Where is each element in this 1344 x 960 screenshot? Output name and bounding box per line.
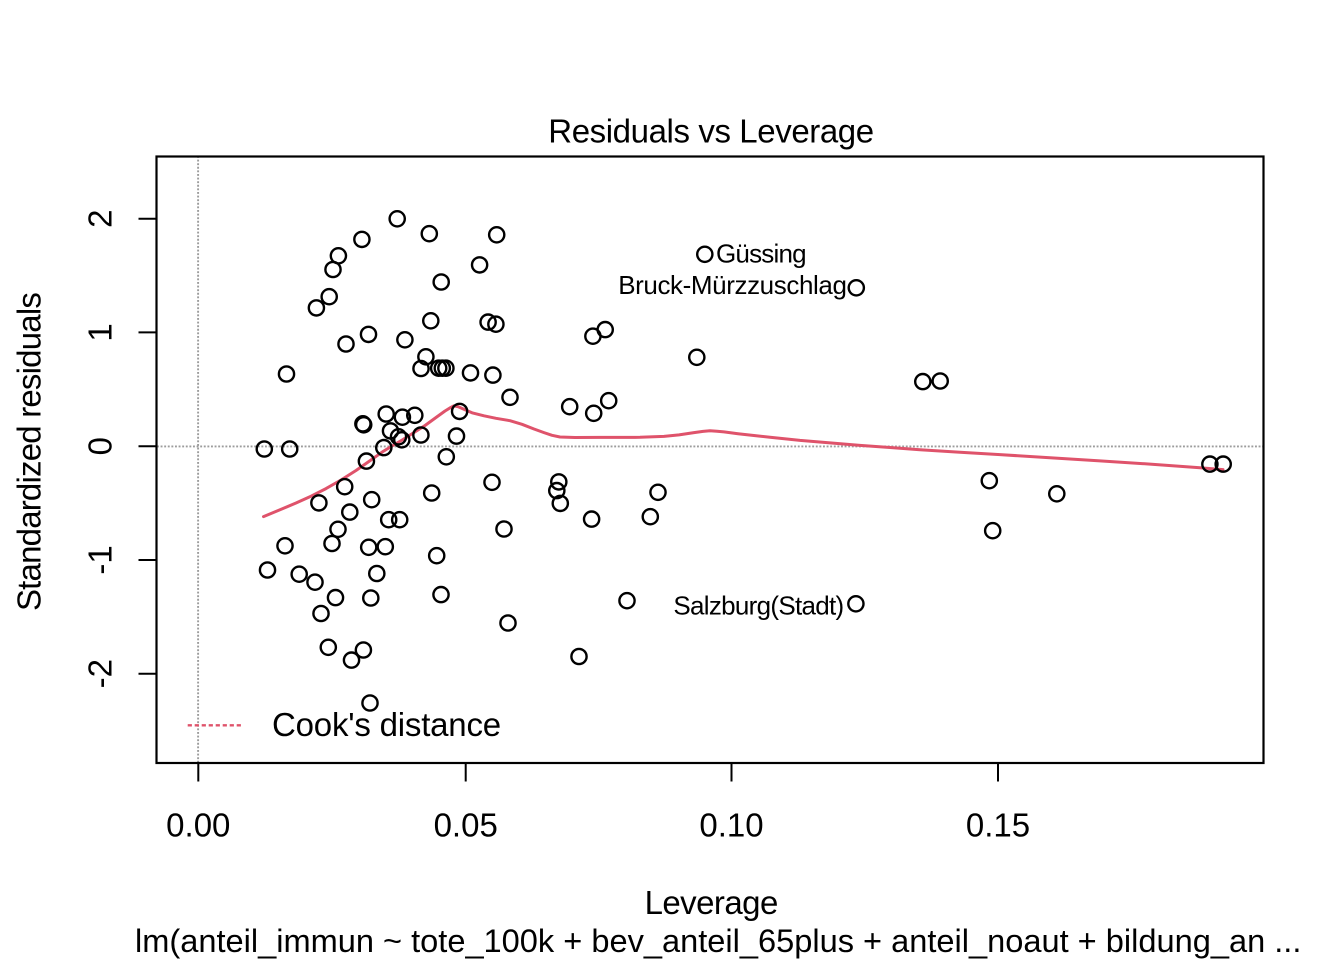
svg-text:Leverage: Leverage	[645, 884, 778, 921]
svg-text:Salzburg(Stadt): Salzburg(Stadt)	[673, 591, 843, 621]
svg-text:0.00: 0.00	[166, 807, 230, 844]
svg-text:0: 0	[82, 437, 119, 455]
svg-text:1: 1	[82, 323, 119, 341]
svg-text:Standardized residuals: Standardized residuals	[11, 293, 48, 611]
svg-text:-1: -1	[82, 545, 119, 574]
svg-text:0.15: 0.15	[966, 807, 1030, 844]
svg-text:Güssing: Güssing	[716, 239, 806, 269]
svg-text:2: 2	[82, 210, 119, 228]
svg-text:Bruck-Mürzzuschlag: Bruck-Mürzzuschlag	[618, 270, 846, 300]
svg-text:Cook's distance: Cook's distance	[272, 706, 501, 743]
svg-text:lm(anteil_immun ~ tote_100k +: lm(anteil_immun ~ tote_100k + bev_anteil…	[135, 922, 1301, 959]
svg-text:0.10: 0.10	[699, 807, 763, 844]
svg-text:0.05: 0.05	[434, 807, 498, 844]
svg-text:Residuals vs Leverage: Residuals vs Leverage	[548, 112, 873, 149]
svg-text:-2: -2	[82, 659, 119, 688]
